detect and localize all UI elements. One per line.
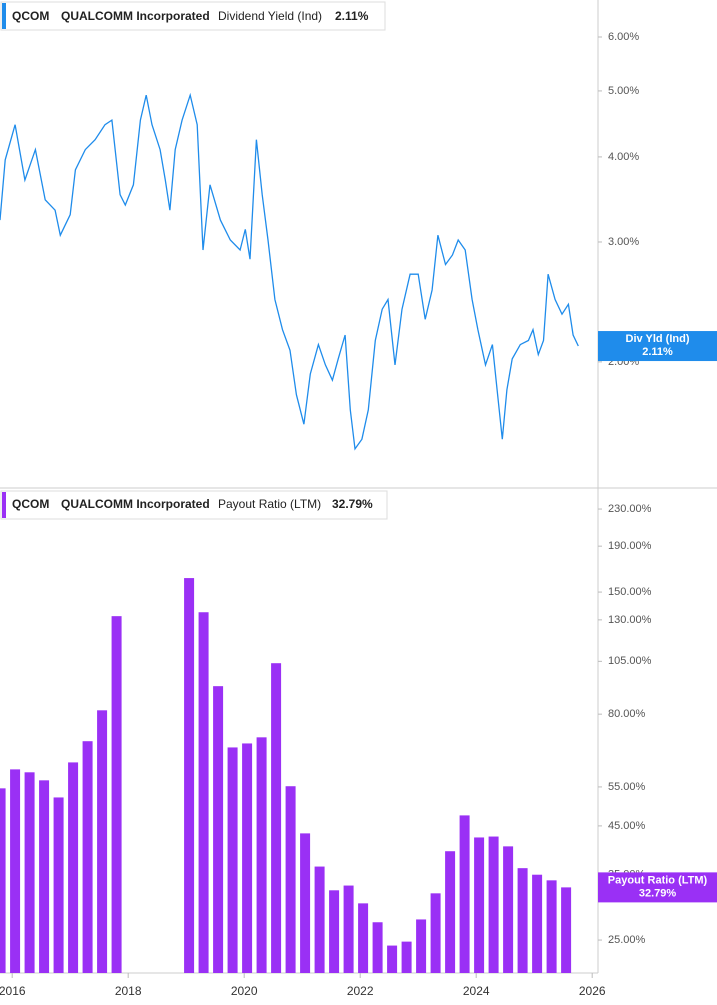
x-tick-label: 2022 <box>347 984 374 998</box>
badge-value: 2.11% <box>642 346 673 358</box>
legend-stripe <box>2 492 6 518</box>
legend-name: QUALCOMM Incorporated <box>61 497 210 511</box>
bar <box>39 780 50 973</box>
bar <box>256 737 267 973</box>
legend-metric: Payout Ratio (LTM) <box>218 497 321 511</box>
bar <box>53 797 64 973</box>
bar <box>546 880 557 973</box>
badge-label: Div Yld (Ind) <box>626 333 690 345</box>
bar <box>184 578 195 973</box>
value-badge <box>598 872 717 903</box>
bar <box>459 815 470 973</box>
x-tick-label: 2024 <box>463 984 490 998</box>
value-badge <box>598 331 717 362</box>
bar <box>314 866 325 973</box>
badge-value: 32.79% <box>639 887 677 899</box>
bar <box>24 772 35 973</box>
dividend-yield-line <box>0 92 579 451</box>
bar <box>271 663 282 973</box>
bar <box>430 893 441 973</box>
bar <box>561 887 572 973</box>
bar <box>68 762 79 973</box>
legend-value: 2.11% <box>335 9 369 23</box>
bar <box>517 868 528 973</box>
x-tick-label: 2016 <box>0 984 26 998</box>
bar <box>503 846 514 973</box>
y-tick-label: 6.00% <box>608 31 639 43</box>
bar <box>445 851 456 973</box>
y-tick-label: 130.00% <box>608 614 652 626</box>
bar <box>474 837 485 973</box>
y-tick-label: 4.00% <box>608 151 639 163</box>
y-tick-label: 25.00% <box>608 934 646 946</box>
x-tick-label: 2026 <box>579 984 606 998</box>
y-tick-label: 230.00% <box>608 503 652 515</box>
legend-box <box>0 490 388 520</box>
bar <box>227 747 238 973</box>
y-tick-label: 105.00% <box>608 655 652 667</box>
bar <box>401 941 412 973</box>
legend-value: 32.79% <box>332 497 373 511</box>
badge-label: Payout Ratio (LTM) <box>608 874 708 886</box>
y-tick-label: 190.00% <box>608 540 652 552</box>
bar <box>213 686 224 973</box>
bar <box>82 741 93 973</box>
bar <box>488 836 499 973</box>
bar <box>242 743 253 973</box>
bar <box>285 786 296 973</box>
y-tick-label: 80.00% <box>608 708 646 720</box>
legend-ticker: QCOM <box>12 9 49 23</box>
bar <box>532 874 543 973</box>
bar <box>10 769 21 973</box>
legend-ticker: QCOM <box>12 497 49 511</box>
bar <box>329 890 340 973</box>
bar <box>387 945 398 973</box>
legend: QCOM QUALCOMM Incorporated Dividend Yiel… <box>0 1 388 520</box>
bar <box>416 919 427 973</box>
bar <box>358 903 369 973</box>
bar <box>111 616 122 973</box>
y-tick-label: 45.00% <box>608 820 646 832</box>
y-tick-label: 5.00% <box>608 85 639 97</box>
x-tick-label: 2018 <box>115 984 142 998</box>
y-tick-label: 150.00% <box>608 586 652 598</box>
y-tick-label: 55.00% <box>608 781 646 793</box>
legend-box <box>0 1 386 31</box>
legend-name: QUALCOMM Incorporated <box>61 9 210 23</box>
bar <box>372 922 383 973</box>
bar <box>300 833 311 973</box>
bar <box>198 612 209 973</box>
x-tick-label: 2020 <box>231 984 258 998</box>
legend-stripe <box>2 3 6 29</box>
y-tick-label: 3.00% <box>608 236 639 248</box>
legend-metric: Dividend Yield (Ind) <box>218 9 322 23</box>
bar <box>343 885 354 973</box>
bar <box>0 788 6 973</box>
bar <box>97 710 108 973</box>
